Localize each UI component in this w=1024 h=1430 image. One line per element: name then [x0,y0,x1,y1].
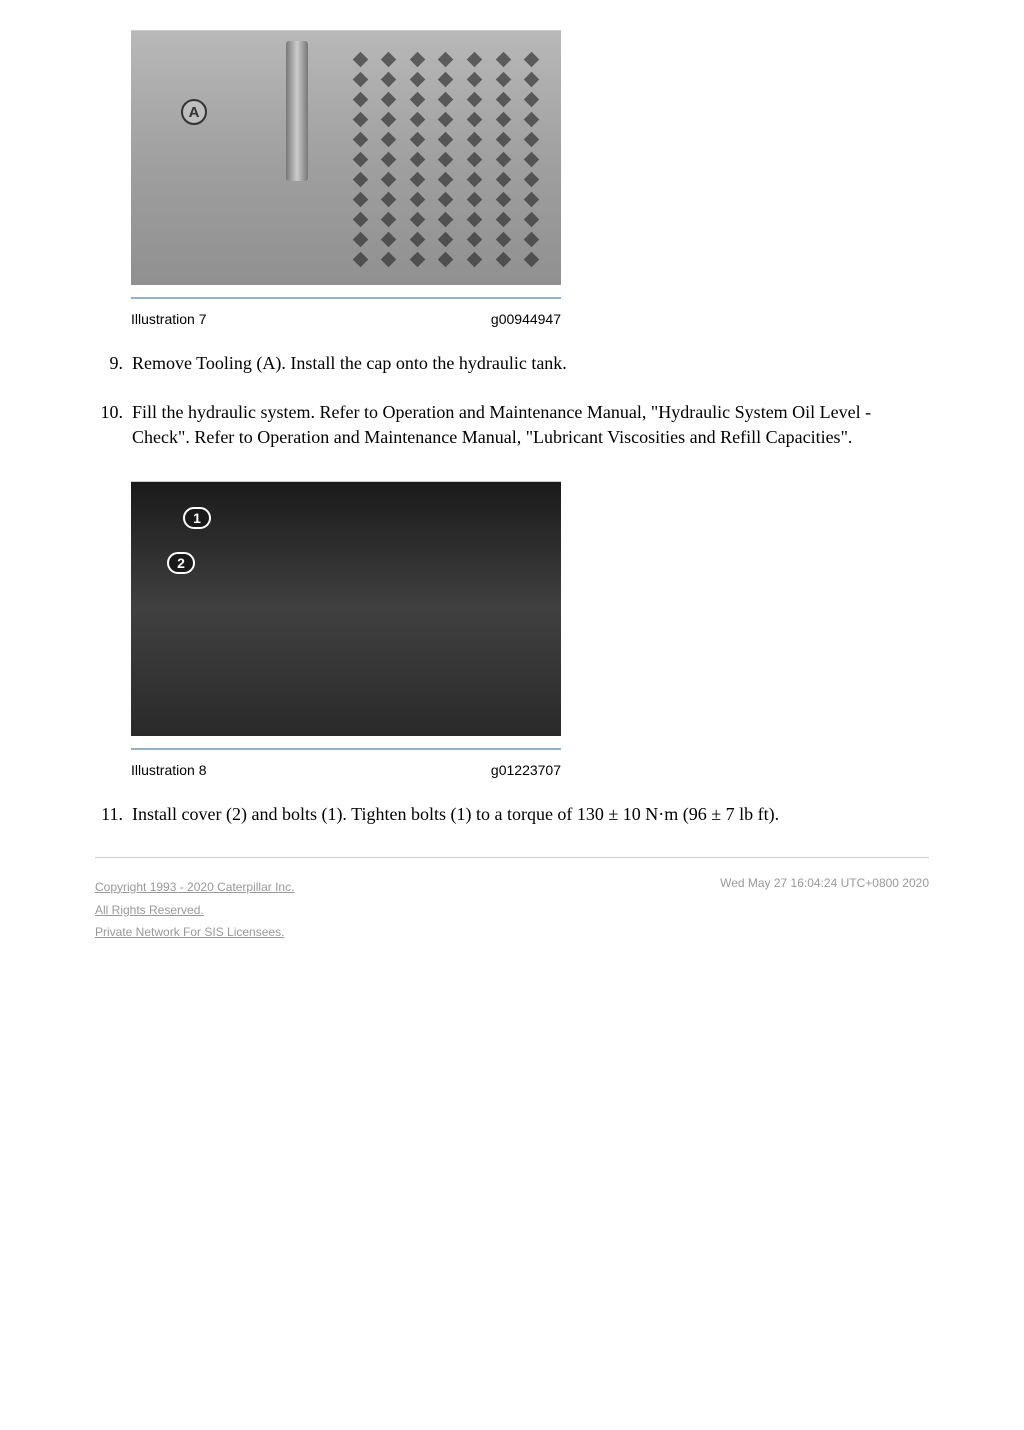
illustration-8-image: 1 2 [131,481,561,736]
step-11: 11. Install cover (2) and bolts (1). Tig… [95,802,929,827]
page-footer: Copyright 1993 - 2020 Caterpillar Inc. A… [95,876,929,944]
rights-link[interactable]: All Rights Reserved. [95,899,294,922]
hydraulic-tube [286,41,308,181]
illustration-7-code: g00944947 [491,311,561,327]
step-9-marker: 9. [95,351,123,376]
illustration-7-caption: Illustration 7 g00944947 [131,297,561,327]
step-11-text: Install cover (2) and bolts (1). Tighten… [132,802,929,827]
step-9: 9. Remove Tooling (A). Install the cap o… [95,351,929,376]
footer-links: Copyright 1993 - 2020 Caterpillar Inc. A… [95,876,294,944]
callout-1-marker: 1 [183,507,211,529]
illustration-7-image: A [131,30,561,285]
step-10-text: Fill the hydraulic system. Refer to Oper… [132,400,929,450]
illustration-8-label: Illustration 8 [131,762,206,778]
illustration-8-block: 1 2 Illustration 8 g01223707 [131,481,929,778]
step-11-marker: 11. [95,802,123,827]
grille-pattern [346,49,546,269]
footer-timestamp: Wed May 27 16:04:24 UTC+0800 2020 [720,876,929,944]
footer-divider [95,857,929,858]
illustration-8-code: g01223707 [491,762,561,778]
illustration-7-label: Illustration 7 [131,311,206,327]
step-10: 10. Fill the hydraulic system. Refer to … [95,400,929,450]
copyright-link[interactable]: Copyright 1993 - 2020 Caterpillar Inc. [95,876,294,899]
step-9-text: Remove Tooling (A). Install the cap onto… [132,351,929,376]
callout-a-marker: A [181,99,207,125]
callout-2-marker: 2 [167,552,195,574]
step-10-marker: 10. [95,400,123,450]
network-link[interactable]: Private Network For SIS Licensees. [95,921,294,944]
illustration-8-caption: Illustration 8 g01223707 [131,748,561,778]
illustration-7-block: A Illustration 7 g00944947 [131,30,929,327]
